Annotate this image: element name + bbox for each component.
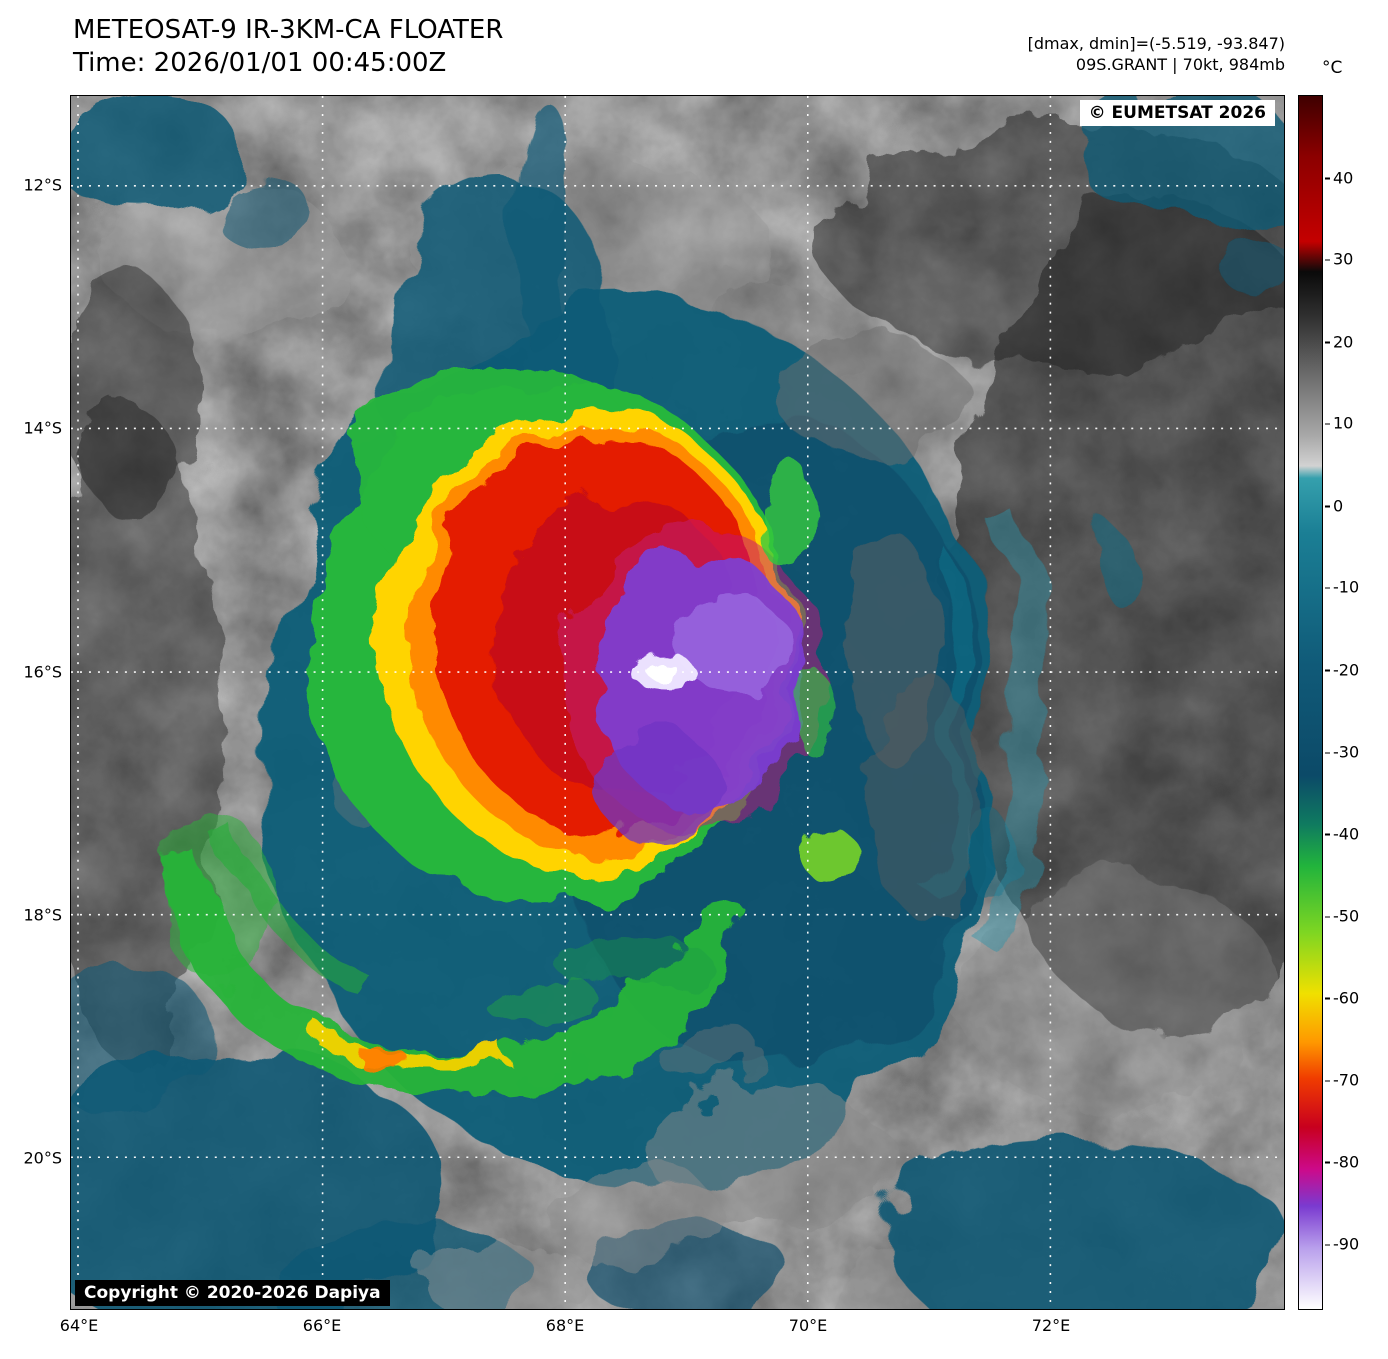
colorbar xyxy=(1298,95,1323,1310)
colorbar-ticks: 40 30 20 10 0 -10 -20 -30 -40 -50 -60 -7… xyxy=(1325,95,1385,1310)
satellite-image xyxy=(71,96,1284,1309)
lon-label-72e: 72°E xyxy=(1031,1316,1071,1335)
cb-tick-m80: -80 xyxy=(1325,1152,1359,1171)
lat-label-14s: 14°S xyxy=(23,418,62,438)
time-label: Time: 2026/01/01 00:45:00Z xyxy=(73,48,447,78)
lat-label-18s: 18°S xyxy=(23,905,62,925)
spiral-rainband xyxy=(156,814,745,1094)
cb-tick-m40: -40 xyxy=(1325,824,1359,843)
lon-label-64e: 64°E xyxy=(59,1316,99,1335)
lon-label-70e: 70°E xyxy=(788,1316,828,1335)
lat-label-20s: 20°S xyxy=(23,1148,62,1168)
cb-tick-m20: -20 xyxy=(1325,660,1359,679)
cb-tick-30: 30 xyxy=(1325,250,1353,269)
cb-tick-m90: -90 xyxy=(1325,1235,1359,1254)
header-right: [dmax, dmin]=(-5.519, -93.847) 09S.GRANT… xyxy=(1028,33,1285,75)
lon-label-66e: 66°E xyxy=(302,1316,342,1335)
header-left: METEOSAT-9 IR-3KM-CA FLOATER Time: 2026/… xyxy=(73,14,503,80)
cb-tick-m70: -70 xyxy=(1325,1071,1359,1090)
lat-label-12s: 12°S xyxy=(23,175,62,195)
cb-tick-40: 40 xyxy=(1325,168,1353,187)
lat-label-16s: 16°S xyxy=(23,662,62,682)
lon-label-68e: 68°E xyxy=(545,1316,585,1335)
satellite-map: © EUMETSAT 2026 Copyright © 2020-2026 Da… xyxy=(70,95,1285,1310)
copyright-badge: Copyright © 2020-2026 Dapiya xyxy=(75,1280,390,1306)
eumetsat-badge: © EUMETSAT 2026 xyxy=(1079,100,1275,126)
cb-tick-m30: -30 xyxy=(1325,743,1359,762)
cb-tick-10: 10 xyxy=(1325,414,1353,433)
cb-tick-0: 0 xyxy=(1325,496,1343,515)
dmax-dmin-label: [dmax, dmin]=(-5.519, -93.847) xyxy=(1027,34,1285,53)
cb-tick-m50: -50 xyxy=(1325,907,1359,926)
colorbar-unit: °C xyxy=(1322,58,1343,78)
cb-tick-m10: -10 xyxy=(1325,578,1359,597)
storm-core xyxy=(302,360,854,907)
product-title: METEOSAT-9 IR-3KM-CA FLOATER xyxy=(73,15,504,45)
cb-tick-20: 20 xyxy=(1325,332,1353,351)
storm-info-label: 09S.GRANT | 70kt, 984mb xyxy=(1075,55,1285,74)
cb-tick-m60: -60 xyxy=(1325,988,1359,1007)
